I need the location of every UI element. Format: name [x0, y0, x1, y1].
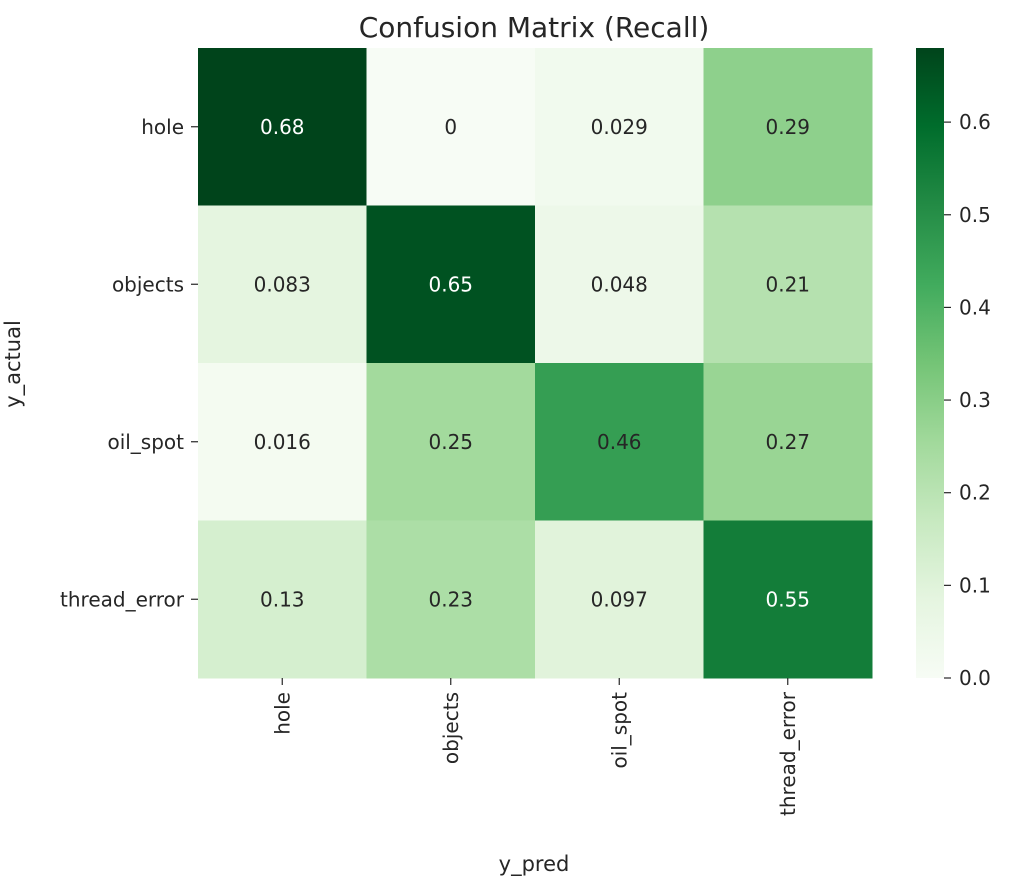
x-axis: hole objects oil_spot thread_error: [270, 678, 800, 816]
y-axis: hole objects oil_spot thread_error: [60, 115, 198, 611]
heatmap-cell: [366, 205, 536, 364]
heatmap-cell: [703, 520, 873, 679]
heatmap-cell: [535, 205, 704, 364]
cell-value-label: 0.23: [428, 587, 473, 611]
colorbar-tick-label: 0.4: [959, 295, 991, 319]
y-tick-label: oil_spot: [107, 430, 184, 454]
heatmap-cell: [535, 363, 704, 521]
colorbar-tick-label: 0.1: [959, 573, 991, 597]
heatmap-cell: [366, 520, 536, 679]
cell-value-label: 0.21: [765, 272, 810, 296]
colorbar-tick-label: 0.0: [959, 666, 991, 690]
colorbar-tick-label: 0.6: [959, 110, 991, 134]
cell-value-label: 0.25: [428, 430, 473, 454]
x-tick-label: objects: [439, 692, 463, 764]
y-tick-label: objects: [112, 272, 184, 296]
x-tick-label: thread_error: [776, 691, 800, 816]
heatmap-cell: [366, 363, 536, 521]
colorbar: 0.0 0.1 0.2 0.3 0.4 0.5 0.6: [916, 48, 991, 690]
cell-value-label: 0.029: [591, 115, 648, 139]
y-axis-label: y_actual: [1, 320, 26, 408]
heatmap-cell: [535, 48, 704, 206]
heatmap-cell: [198, 205, 367, 364]
colorbar-tick-label: 0.3: [959, 388, 991, 412]
heatmap-cell: [535, 520, 704, 679]
heatmap-cell: [703, 48, 873, 206]
colorbar-tick-label: 0.5: [959, 203, 991, 227]
cell-value-label: 0.048: [591, 272, 648, 296]
cell-value-label: 0.083: [254, 272, 311, 296]
heatmap-cell: [366, 48, 536, 206]
x-tick-label: oil_spot: [607, 692, 631, 769]
heatmap-cell: [703, 205, 873, 364]
heatmap-cell: [198, 363, 367, 521]
colorbar-tick-label: 0.2: [959, 481, 991, 505]
y-tick-label: hole: [141, 115, 184, 139]
cell-value-label: 0.55: [765, 587, 810, 611]
cell-value-label: 0.13: [260, 587, 305, 611]
cell-value-label: 0.016: [254, 430, 311, 454]
y-tick-label: thread_error: [60, 587, 185, 611]
cell-value-label: 0.097: [591, 587, 648, 611]
colorbar-scale: [916, 48, 944, 678]
x-tick-label: hole: [270, 692, 294, 735]
cell-value-label: 0.65: [428, 272, 473, 296]
cell-value-label: 0.46: [597, 430, 642, 454]
heatmap-cell: [198, 48, 367, 206]
x-axis-label: y_pred: [499, 852, 570, 877]
heatmap-cell: [198, 520, 367, 679]
chart-title: Confusion Matrix (Recall): [359, 11, 710, 44]
heatmap-cells: 0.68 0 0.029 0.29 0.083 0.65 0.048 0.21 0.016 0.2…: [198, 48, 873, 679]
cell-value-label: 0.27: [765, 430, 810, 454]
cell-value-label: 0: [444, 115, 457, 139]
cell-value-label: 0.29: [765, 115, 810, 139]
heatmap-cell: [703, 363, 873, 521]
cell-value-label: 0.68: [260, 115, 305, 139]
